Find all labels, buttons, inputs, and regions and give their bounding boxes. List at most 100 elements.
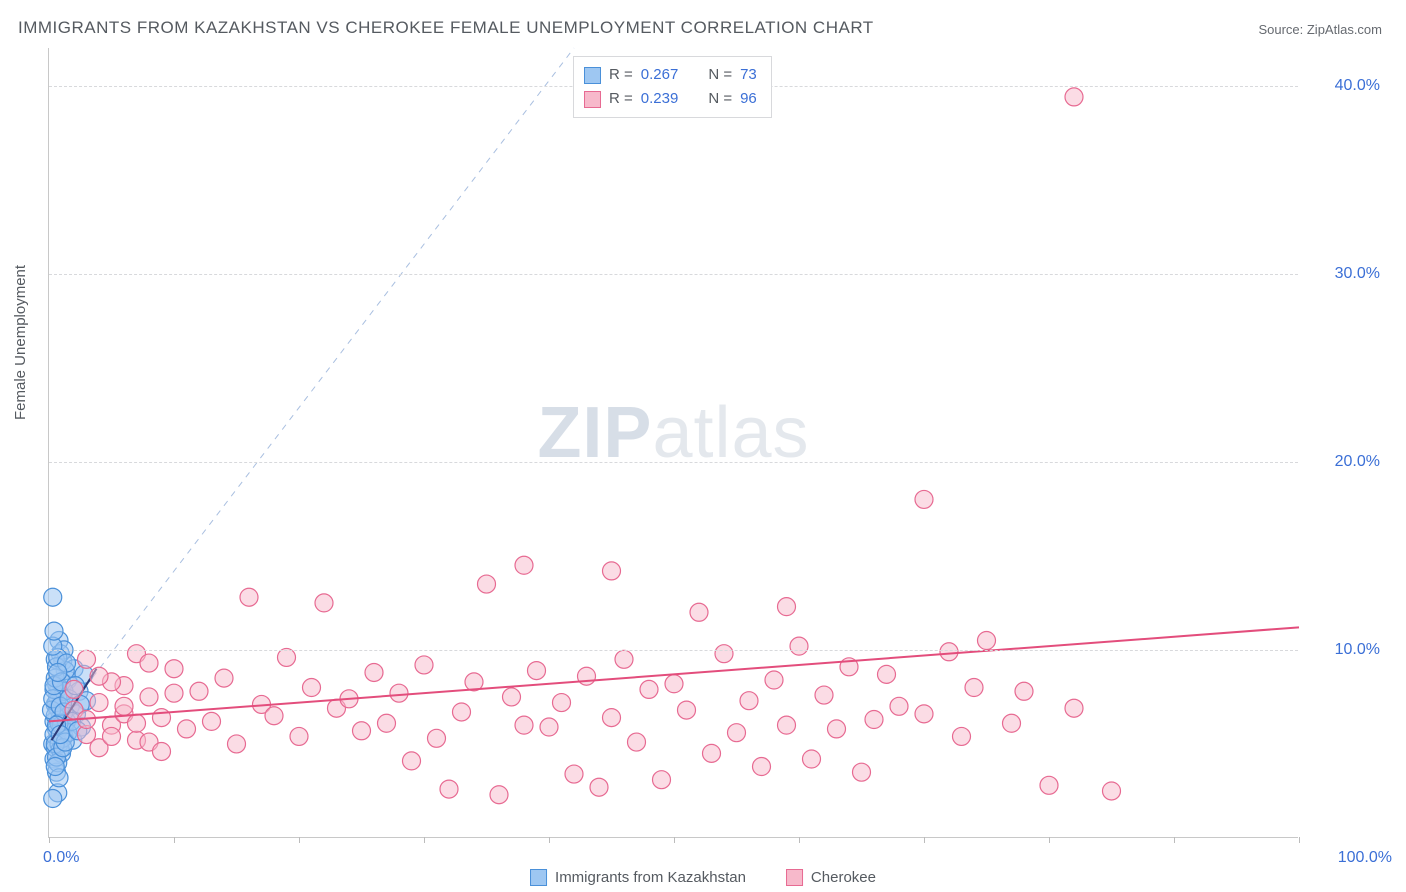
data-point-cherokee — [553, 694, 571, 712]
data-point-cherokee — [640, 680, 658, 698]
data-point-cherokee — [603, 709, 621, 727]
legend-stats-row-kazakhstan: R =0.267N =73 — [584, 63, 757, 87]
legend-r-value: 0.239 — [641, 87, 679, 111]
data-point-cherokee — [1065, 88, 1083, 106]
legend-swatch — [530, 869, 547, 886]
data-point-cherokee — [315, 594, 333, 612]
data-point-cherokee — [478, 575, 496, 593]
source-label: Source: — [1258, 22, 1306, 37]
data-point-cherokee — [965, 679, 983, 697]
data-point-cherokee — [590, 778, 608, 796]
data-point-cherokee — [740, 692, 758, 710]
data-point-cherokee — [1003, 714, 1021, 732]
x-tick-mark — [674, 837, 675, 843]
legend-n-label: N = — [708, 87, 732, 111]
data-point-cherokee — [190, 682, 208, 700]
legend-stats-row-cherokee: R =0.239N =96 — [584, 87, 757, 111]
data-point-kazakhstan — [44, 588, 62, 606]
x-tick-mark — [924, 837, 925, 843]
x-tick-mark — [549, 837, 550, 843]
data-point-cherokee — [703, 744, 721, 762]
legend-label: Immigrants from Kazakhstan — [555, 869, 746, 886]
data-point-cherokee — [78, 650, 96, 668]
y-tick-label: 40.0% — [1335, 77, 1380, 95]
data-point-kazakhstan — [46, 758, 64, 776]
data-point-cherokee — [490, 786, 508, 804]
x-tick-label: 0.0% — [43, 849, 79, 867]
data-point-cherokee — [940, 643, 958, 661]
legend-swatch — [786, 869, 803, 886]
legend-n-value: 73 — [740, 63, 757, 87]
legend-bottom: Immigrants from Kazakhstan Cherokee — [530, 869, 876, 886]
data-point-cherokee — [1103, 782, 1121, 800]
data-point-cherokee — [140, 654, 158, 672]
data-point-cherokee — [778, 716, 796, 734]
data-point-cherokee — [428, 729, 446, 747]
data-point-cherokee — [90, 694, 108, 712]
data-point-cherokee — [803, 750, 821, 768]
data-point-cherokee — [690, 603, 708, 621]
data-point-cherokee — [90, 667, 108, 685]
x-tick-mark — [1174, 837, 1175, 843]
data-point-cherokee — [878, 665, 896, 683]
data-point-cherokee — [728, 724, 746, 742]
data-point-cherokee — [265, 707, 283, 725]
data-point-cherokee — [715, 645, 733, 663]
scatter-svg — [49, 48, 1298, 837]
data-point-cherokee — [865, 711, 883, 729]
gridline — [49, 462, 1298, 463]
data-point-cherokee — [653, 771, 671, 789]
data-point-cherokee — [828, 720, 846, 738]
data-point-cherokee — [615, 650, 633, 668]
source-link[interactable]: ZipAtlas.com — [1307, 22, 1382, 37]
legend-label: Cherokee — [811, 869, 876, 886]
legend-stats-box: R =0.267N =73R =0.239N =96 — [573, 56, 772, 118]
gridline — [49, 274, 1298, 275]
legend-r-label: R = — [609, 63, 633, 87]
data-point-cherokee — [978, 632, 996, 650]
data-point-cherokee — [128, 714, 146, 732]
data-point-cherokee — [215, 669, 233, 687]
data-point-cherokee — [915, 705, 933, 723]
x-tick-mark — [299, 837, 300, 843]
legend-r-label: R = — [609, 87, 633, 111]
data-point-cherokee — [953, 727, 971, 745]
data-point-cherokee — [240, 588, 258, 606]
x-tick-mark — [1299, 837, 1300, 843]
data-point-cherokee — [1015, 682, 1033, 700]
legend-swatch-kazakhstan — [584, 67, 601, 84]
x-tick-label: 100.0% — [1338, 849, 1392, 867]
data-point-kazakhstan — [44, 790, 62, 808]
data-point-cherokee — [790, 637, 808, 655]
data-point-cherokee — [853, 763, 871, 781]
data-point-cherokee — [153, 709, 171, 727]
x-tick-mark — [174, 837, 175, 843]
data-point-cherokee — [65, 680, 83, 698]
data-point-cherokee — [378, 714, 396, 732]
diagonal-ref-line — [49, 48, 574, 735]
data-point-cherokee — [453, 703, 471, 721]
data-point-cherokee — [228, 735, 246, 753]
data-point-cherokee — [165, 660, 183, 678]
data-point-cherokee — [178, 720, 196, 738]
data-point-cherokee — [1065, 699, 1083, 717]
data-point-cherokee — [140, 688, 158, 706]
data-point-cherokee — [103, 727, 121, 745]
legend-swatch-cherokee — [584, 91, 601, 108]
data-point-cherokee — [403, 752, 421, 770]
data-point-cherokee — [778, 598, 796, 616]
data-point-cherokee — [290, 727, 308, 745]
data-point-cherokee — [303, 679, 321, 697]
y-tick-label: 10.0% — [1335, 641, 1380, 659]
data-point-cherokee — [915, 490, 933, 508]
data-point-cherokee — [603, 562, 621, 580]
data-point-cherokee — [365, 663, 383, 681]
data-point-cherokee — [890, 697, 908, 715]
data-point-cherokee — [815, 686, 833, 704]
y-tick-label: 30.0% — [1335, 265, 1380, 283]
data-point-cherokee — [203, 712, 221, 730]
data-point-cherokee — [765, 671, 783, 689]
data-point-cherokee — [540, 718, 558, 736]
data-point-cherokee — [153, 742, 171, 760]
data-point-cherokee — [165, 684, 183, 702]
